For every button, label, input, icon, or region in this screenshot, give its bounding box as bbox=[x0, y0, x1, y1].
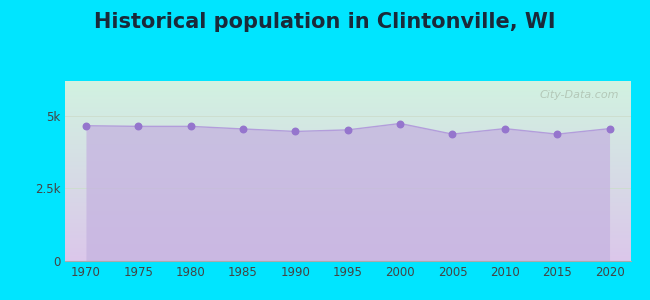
Point bbox=[500, 126, 510, 131]
Point bbox=[395, 121, 406, 126]
Text: Historical population in Clintonville, WI: Historical population in Clintonville, W… bbox=[94, 12, 556, 32]
Point bbox=[238, 127, 248, 131]
Point bbox=[343, 128, 353, 132]
Point bbox=[447, 132, 458, 136]
Point bbox=[290, 129, 300, 134]
Point bbox=[604, 126, 615, 131]
Point bbox=[185, 124, 196, 129]
Text: City-Data.com: City-Data.com bbox=[540, 90, 619, 100]
Point bbox=[552, 132, 562, 136]
Point bbox=[133, 124, 144, 129]
Point bbox=[81, 123, 91, 128]
